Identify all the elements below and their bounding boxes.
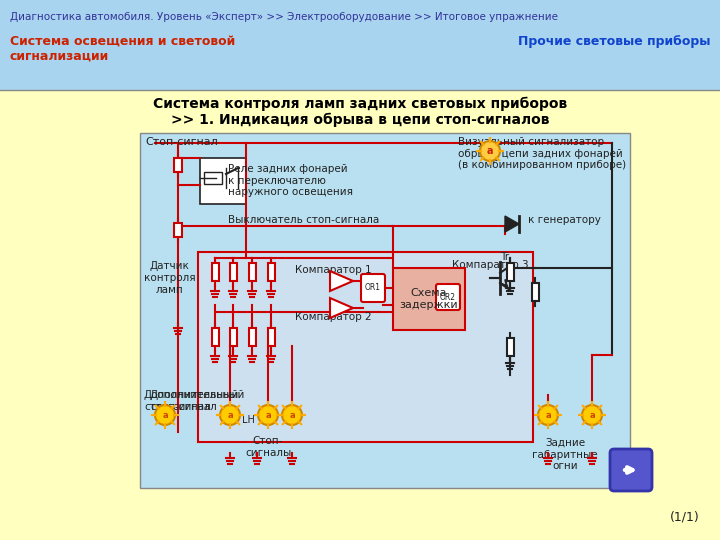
- Text: a: a: [162, 410, 168, 420]
- Bar: [248, 328, 256, 346]
- Bar: [393, 268, 465, 330]
- Circle shape: [282, 405, 302, 425]
- Circle shape: [582, 405, 602, 425]
- Text: Выключатель стоп-сигнала: Выключатель стоп-сигнала: [228, 215, 379, 225]
- Text: (1/1): (1/1): [670, 510, 700, 523]
- Bar: [268, 263, 274, 281]
- Text: к генератору: к генератору: [528, 215, 601, 225]
- Bar: [268, 328, 274, 346]
- Text: Диагностика автомобиля. Уровень «Эксперт» >> Электрооборудование >> Итоговое упр: Диагностика автомобиля. Уровень «Эксперт…: [10, 12, 558, 22]
- Bar: [248, 263, 256, 281]
- Text: Компаратор 1: Компаратор 1: [295, 265, 372, 275]
- Text: Система освещения и световой
сигнализации: Система освещения и световой сигнализаци…: [10, 35, 235, 63]
- Bar: [212, 263, 218, 281]
- Circle shape: [480, 141, 500, 161]
- Bar: [0, 0, 720, 90]
- Text: Задние
габаритные
огни: Задние габаритные огни: [532, 438, 598, 471]
- Bar: [198, 252, 533, 442]
- Circle shape: [538, 405, 558, 425]
- Text: Tr: Tr: [500, 252, 509, 262]
- Text: LH: LH: [541, 415, 554, 425]
- Text: a: a: [228, 410, 233, 420]
- Text: Система контроля ламп задних световых приборов: Система контроля ламп задних световых пр…: [153, 97, 567, 111]
- Text: LH: LH: [242, 415, 254, 425]
- Text: Датчик
контроля
ламп: Датчик контроля ламп: [144, 261, 196, 295]
- Bar: [531, 283, 539, 301]
- Text: Прочие световые приборы: Прочие световые приборы: [518, 35, 710, 48]
- Text: a: a: [265, 410, 271, 420]
- Text: Стоп-сигнал: Стоп-сигнал: [145, 137, 217, 147]
- Circle shape: [258, 405, 278, 425]
- Bar: [140, 133, 630, 488]
- FancyBboxPatch shape: [436, 284, 460, 310]
- Text: a: a: [487, 146, 493, 156]
- Text: Дополнительный
стоп-сигнал: Дополнительный стоп-сигнал: [150, 390, 246, 411]
- Bar: [230, 328, 236, 346]
- FancyBboxPatch shape: [361, 274, 385, 302]
- Text: a: a: [589, 410, 595, 420]
- Text: Дополнительный
стоп-сигнал: Дополнительный стоп-сигнал: [144, 390, 239, 411]
- Text: Реле задних фонарей
к переключателю
наружного освещения: Реле задних фонарей к переключателю нару…: [228, 164, 353, 197]
- Bar: [506, 338, 513, 356]
- Bar: [0, 90, 720, 540]
- Text: OR2: OR2: [440, 293, 456, 301]
- Text: Стоп-
сигналы: Стоп- сигналы: [245, 436, 291, 457]
- Text: a: a: [289, 410, 294, 420]
- Circle shape: [155, 405, 175, 425]
- Circle shape: [220, 405, 240, 425]
- Text: Визуальный сигнализатор
обрыва цепи задних фонарей
(в комбинированном приборе): Визуальный сигнализатор обрыва цепи задн…: [458, 137, 626, 170]
- Text: a: a: [545, 410, 551, 420]
- Text: RH: RH: [587, 415, 601, 425]
- Polygon shape: [505, 216, 519, 232]
- Bar: [174, 158, 182, 172]
- FancyBboxPatch shape: [610, 449, 652, 491]
- Text: Компаратор 2: Компаратор 2: [295, 312, 372, 322]
- Bar: [230, 263, 236, 281]
- Text: Схема
задержки: Схема задержки: [400, 288, 459, 310]
- Text: RH: RH: [285, 415, 299, 425]
- Bar: [212, 328, 218, 346]
- Polygon shape: [330, 298, 353, 318]
- Text: Компаратор 3: Компаратор 3: [452, 260, 528, 270]
- Bar: [506, 263, 513, 281]
- Bar: [204, 172, 222, 184]
- Bar: [174, 223, 182, 237]
- Text: >> 1. Индикация обрыва в цепи стоп-сигналов: >> 1. Индикация обрыва в цепи стоп-сигна…: [171, 113, 549, 127]
- Bar: [200, 158, 246, 204]
- Text: OR1: OR1: [365, 284, 381, 293]
- Polygon shape: [330, 271, 353, 291]
